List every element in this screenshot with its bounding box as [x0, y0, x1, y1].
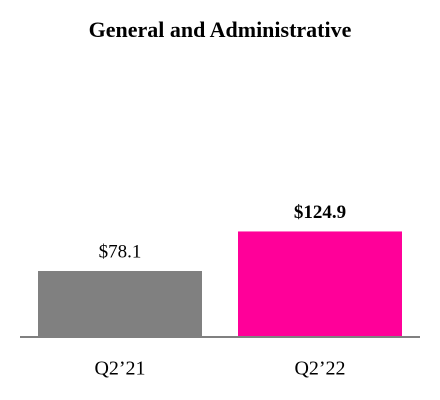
bar — [38, 271, 202, 337]
bar — [238, 231, 402, 337]
x-tick-label: Q2’21 — [94, 358, 145, 380]
value-label: $124.9 — [294, 202, 346, 223]
chart-title: General and Administrative — [89, 17, 352, 42]
x-tick-label: Q2’22 — [294, 358, 345, 380]
value-label: $78.1 — [99, 241, 142, 262]
